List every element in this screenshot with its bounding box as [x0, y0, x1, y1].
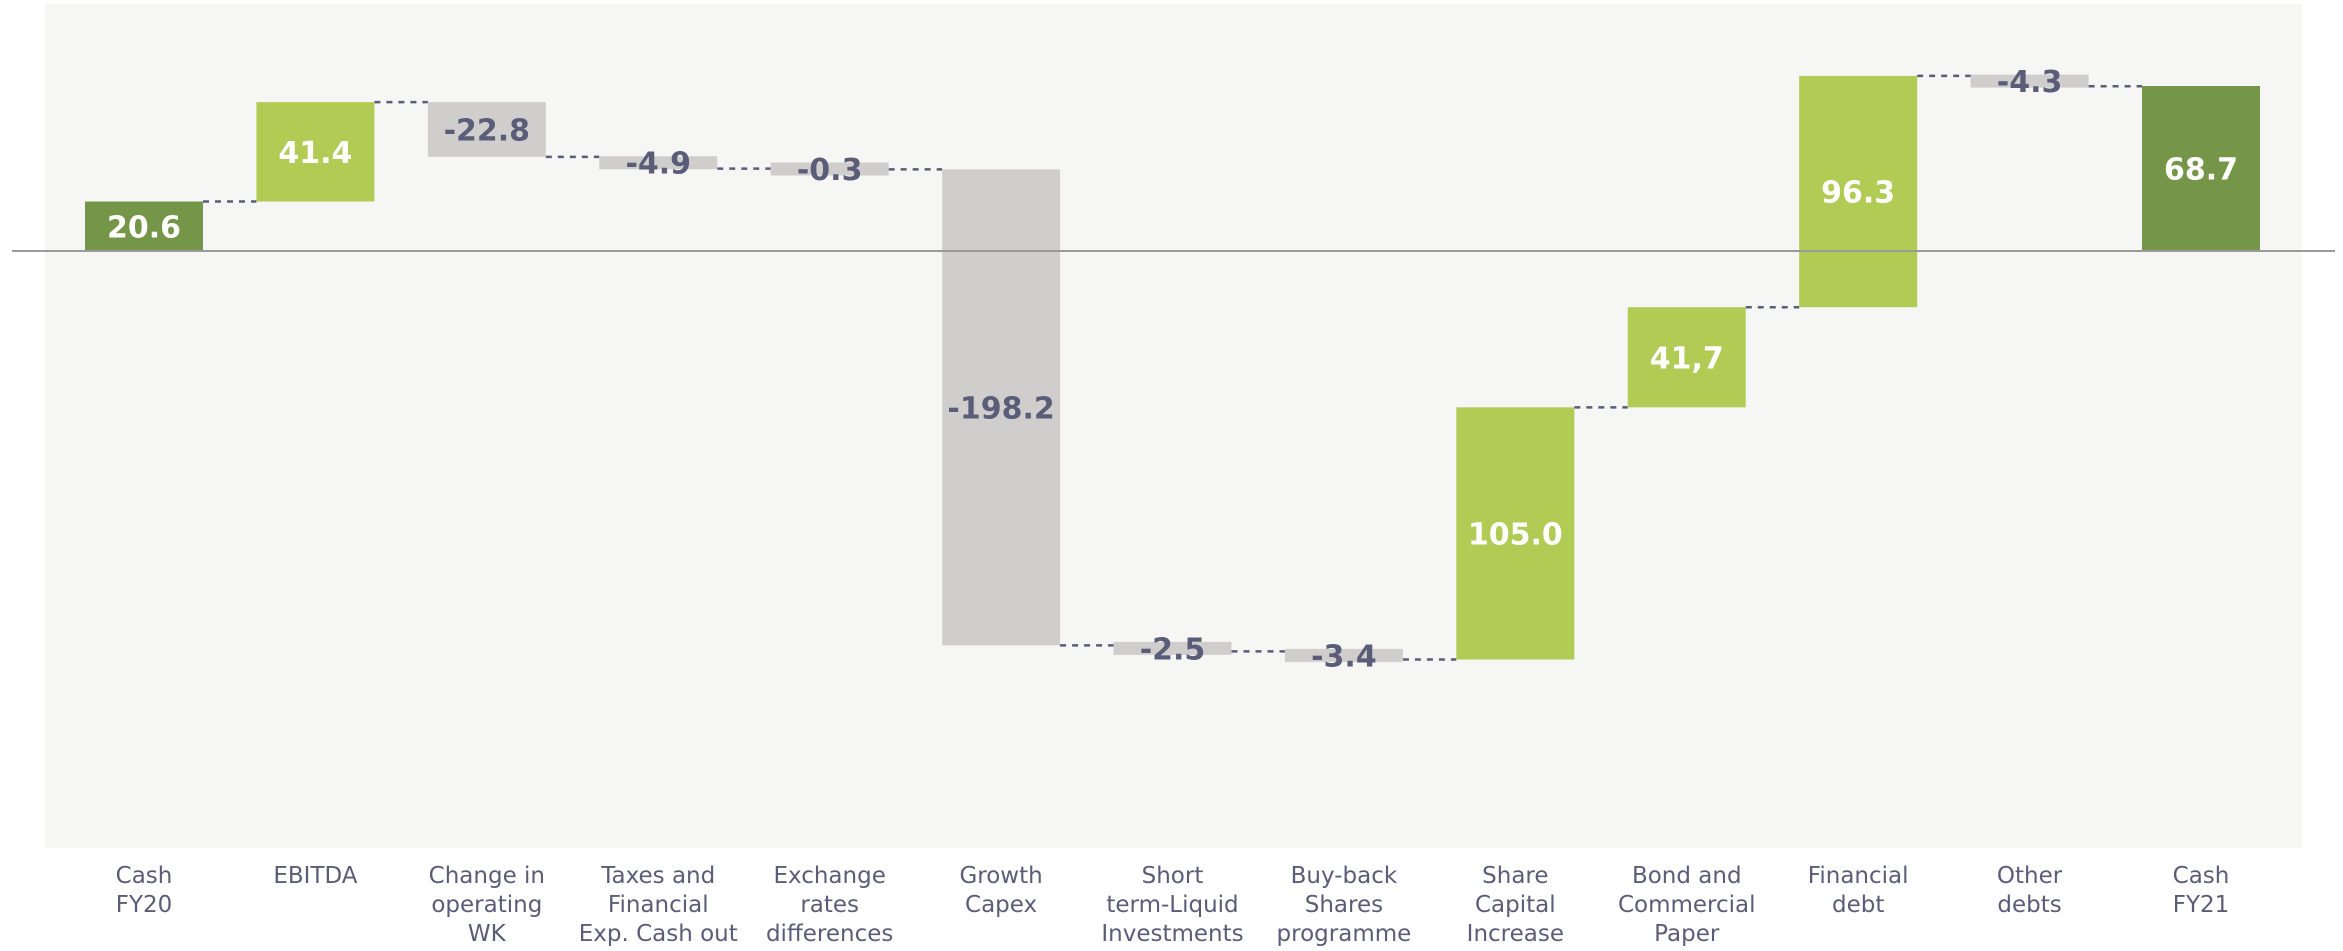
category-label-line: Increase [1467, 921, 1564, 947]
bar [1456, 407, 1575, 660]
category-label-line: Growth [959, 863, 1042, 889]
category-label-line: operating [431, 892, 542, 918]
category-label-line: Financial [1808, 863, 1909, 889]
category-label: Cash FY21 [2173, 863, 2230, 918]
category-label-line: debt [1832, 892, 1884, 918]
data-label: -2.5 [1140, 632, 1206, 667]
category-label-line: Taxes and [600, 863, 715, 889]
category-label: Other debts [1997, 863, 2063, 918]
category-label-line: Change in [429, 863, 545, 889]
category-label: Financial debt [1808, 863, 1909, 918]
category-label: Growth Capex [959, 863, 1042, 918]
bar [2142, 86, 2260, 251]
bar [1284, 648, 1403, 662]
category-label-line: Shares [1305, 892, 1383, 918]
bar [599, 156, 718, 170]
category-label-line: EBITDA [273, 863, 357, 889]
category-label-line: Short [1142, 863, 1204, 889]
category-label: Change in operating WK [429, 863, 545, 947]
category-label: Taxes and Financial Exp. Cash out [579, 863, 738, 947]
category-label: Share Capital Increase [1467, 863, 1564, 947]
category-label-line: FY20 [116, 892, 173, 918]
data-label: -3.4 [1311, 639, 1377, 674]
category-label: Cash FY20 [116, 863, 173, 918]
category-label-line: Bond and [1632, 863, 1742, 889]
bar [256, 102, 375, 202]
category-label: Exchange rates differences [766, 863, 893, 947]
category-label-line: Commercial [1618, 892, 1756, 918]
category-label-line: Other [1997, 863, 2063, 889]
data-label: 68.7 [2164, 153, 2238, 188]
data-label: -4.9 [625, 147, 691, 182]
category-label-line: term-Liquid [1106, 892, 1238, 918]
plot-background [45, 4, 2302, 848]
category-label-line: FY21 [2173, 892, 2230, 918]
category-label-line: Investments [1101, 921, 1243, 947]
category-label: Short term-Liquid Investments [1101, 863, 1243, 947]
bar [1970, 74, 2089, 88]
category-label-line: Financial [608, 892, 709, 918]
category-label-line: differences [766, 921, 893, 947]
data-label: 20.6 [107, 210, 181, 245]
category-label-line: Buy-back [1291, 863, 1398, 889]
bar [1627, 307, 1746, 408]
category-label: EBITDA [273, 863, 357, 889]
category-label-line: Exchange [773, 863, 885, 889]
data-label: 41.4 [278, 136, 352, 171]
category-label-line: rates [800, 892, 859, 918]
category-label-line: Capital [1475, 892, 1556, 918]
category-label-line: Cash [116, 863, 173, 889]
category-label: Buy-back Shares programme [1277, 863, 1412, 947]
category-label-line: WK [468, 921, 507, 947]
data-label: 105.0 [1468, 517, 1563, 552]
data-label: -0.3 [797, 153, 863, 188]
bar [85, 201, 203, 251]
bar [770, 162, 889, 176]
data-label: 41,7 [1650, 341, 1724, 376]
category-label-line: Cash [2173, 863, 2230, 889]
data-label: -4.3 [1997, 65, 2063, 100]
category-label: Bond and Commercial Paper [1618, 863, 1756, 947]
data-label: -198.2 [947, 391, 1054, 426]
category-label-line: Capex [965, 892, 1037, 918]
bar [942, 169, 1061, 646]
bar [427, 102, 546, 157]
category-label-line: programme [1277, 921, 1412, 947]
category-label-line: Exp. Cash out [579, 921, 738, 947]
bar [1799, 75, 1918, 308]
category-label-line: Share [1482, 863, 1548, 889]
category-label-line: Paper [1654, 921, 1720, 947]
category-label-line: debts [1997, 892, 2061, 918]
bar [1113, 641, 1232, 655]
data-label: 96.3 [1821, 176, 1895, 211]
data-label: -22.8 [444, 113, 530, 148]
